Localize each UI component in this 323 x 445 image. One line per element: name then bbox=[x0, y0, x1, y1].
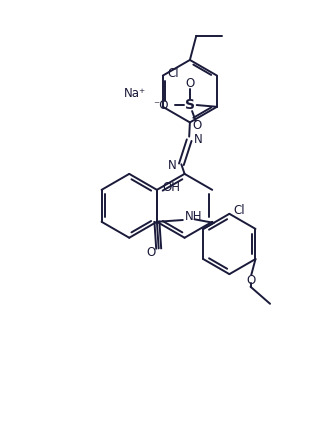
Text: NH: NH bbox=[184, 210, 202, 223]
Text: S: S bbox=[185, 98, 195, 112]
Text: O: O bbox=[186, 77, 195, 90]
Text: N: N bbox=[194, 133, 203, 146]
Text: O: O bbox=[193, 119, 202, 132]
Text: Na⁺: Na⁺ bbox=[124, 87, 146, 100]
Text: O: O bbox=[246, 274, 255, 287]
Text: O: O bbox=[146, 246, 155, 259]
Text: OH: OH bbox=[162, 181, 180, 194]
Text: ⁻O: ⁻O bbox=[153, 98, 168, 112]
Text: Cl: Cl bbox=[167, 67, 179, 80]
Text: Cl: Cl bbox=[233, 204, 245, 217]
Text: N: N bbox=[168, 159, 177, 172]
